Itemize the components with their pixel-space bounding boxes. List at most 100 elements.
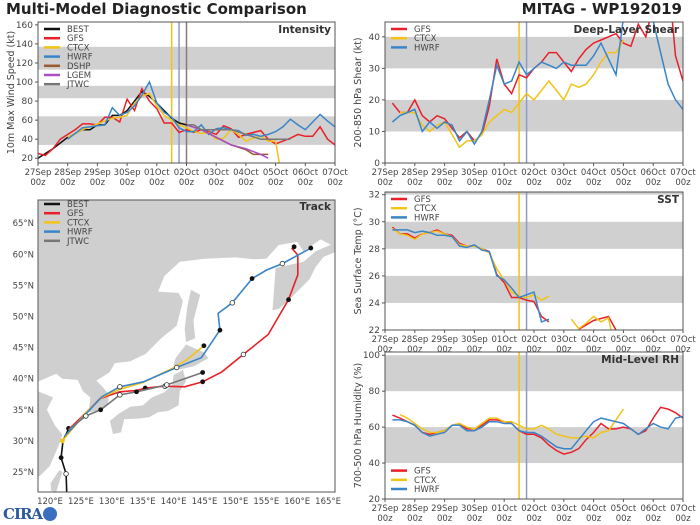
- track-point-open: [117, 384, 123, 390]
- track-point-open: [240, 351, 247, 358]
- lon-label: 130°E: [99, 497, 125, 507]
- x-tick-label: 28Sep 00z: [401, 504, 428, 524]
- lat-label: 25°N: [13, 468, 34, 478]
- legend-label: GFS: [414, 467, 431, 477]
- y-tick-label: 40: [369, 33, 381, 43]
- land-sakhalin: [184, 289, 201, 342]
- track-point-filled: [286, 297, 291, 303]
- legend-label: JTWC: [66, 237, 89, 247]
- lon-label: 150°E: [222, 497, 248, 507]
- track-point-filled: [291, 244, 297, 250]
- lon-label: 120°E: [37, 497, 63, 507]
- legend-label: GFS: [414, 25, 431, 35]
- x-tick-label: 05Oct 00z: [263, 168, 289, 188]
- y-tick-label: 26: [369, 272, 381, 282]
- land-japan: [109, 370, 186, 435]
- y-tick-label: 60: [369, 423, 381, 433]
- y-tick-label: 120: [16, 59, 33, 69]
- x-tick-label: 27Sep 00z: [372, 168, 399, 188]
- x-tick-label: 27Sep 00z: [25, 168, 52, 188]
- legend-label: HWRF: [414, 485, 440, 495]
- track-point-filled: [201, 343, 207, 349]
- y-tick-label: 24: [369, 299, 381, 309]
- lon-label: 125°E: [68, 497, 94, 507]
- x-tick-label: 03Oct 00z: [551, 168, 577, 188]
- y-axis-label: Sea Surface Temp (°C): [353, 207, 364, 314]
- y-tick-label: 100: [16, 78, 33, 88]
- track-point-open: [83, 413, 89, 419]
- legend-label: GFS: [67, 209, 84, 219]
- y-tick-label: 80: [22, 97, 34, 107]
- land-kamchatka: [272, 242, 335, 311]
- x-tick-label: 07Oct 00z: [322, 168, 348, 188]
- lat-label: 65°N: [13, 219, 34, 229]
- legend-label: DSHP: [67, 62, 90, 72]
- lon-label: 155°E: [253, 497, 279, 507]
- series-line-hwrf: [391, 22, 683, 146]
- legend-label: CTCX: [414, 34, 437, 44]
- panel-track: 120°E 125°E 130°E 135°E 140°E 145°E 150°E 155°E…: [13, 199, 341, 507]
- y-tick-label: 100: [363, 351, 380, 361]
- x-tick-label: 29Sep 00z: [431, 504, 458, 524]
- x-tick-label: 28Sep 00z: [54, 168, 81, 188]
- track-point-filled: [249, 276, 255, 281]
- x-tick-label: 02Oct 00z: [521, 504, 547, 524]
- legend-label: CTCX: [67, 43, 90, 53]
- x-tick-label: 05Oct 00z: [611, 504, 637, 524]
- legend-label: LGEM: [67, 71, 91, 81]
- x-tick-label: 06Oct 00z: [640, 504, 666, 524]
- lat-label: 50°N: [13, 313, 34, 323]
- series-line-jtwc: [186, 124, 291, 140]
- lat-label: 30°N: [13, 437, 34, 447]
- track-point-open: [63, 471, 69, 477]
- y-tick-label: 20: [369, 96, 381, 106]
- x-tick-label: 27Sep 00z: [372, 504, 399, 524]
- lon-label: 160°E: [284, 497, 310, 507]
- y-tick-label: 0: [374, 159, 380, 169]
- y-tick-label: 10: [369, 127, 381, 137]
- y-axis-label: 10m Max Wind Speed (kt): [6, 31, 17, 154]
- legend-label: BEST: [67, 200, 90, 210]
- lon-label: 165°E: [315, 497, 341, 507]
- lat-label: 45°N: [13, 344, 34, 354]
- x-tick-label: 06Oct 00z: [293, 168, 319, 188]
- legend-label: CTCX: [414, 476, 437, 486]
- y-tick-label: 22: [369, 326, 380, 336]
- x-tick-label: 30Sep 00z: [114, 168, 141, 188]
- gray-band: [385, 275, 683, 303]
- track-point-open: [164, 382, 170, 388]
- legend-label: GFS: [67, 34, 84, 44]
- legend-label: HWRF: [67, 53, 93, 63]
- storm-title: MITAG - WP192019: [521, 0, 682, 18]
- track-point-open: [173, 364, 180, 371]
- y-tick-label: 80: [369, 387, 381, 397]
- track-point-filled: [58, 455, 64, 461]
- x-tick-label: 27Sep 00z: [372, 335, 399, 355]
- x-tick-label: 07Oct 00z: [670, 335, 696, 355]
- lon-label: 140°E: [161, 497, 187, 507]
- x-tick-label: 28Sep 00z: [401, 335, 428, 355]
- legend-label: CTCX: [414, 204, 437, 214]
- gray-band: [385, 192, 683, 195]
- y-tick-label: 40: [22, 135, 34, 145]
- series-line-ctcx: [67, 92, 281, 163]
- track-point-open: [279, 260, 286, 267]
- y-tick-label: 30: [369, 218, 381, 228]
- gray-band: [385, 36, 683, 69]
- lat-label: 55°N: [13, 281, 34, 291]
- x-tick-label: 29Sep 00z: [431, 335, 458, 355]
- x-tick-label: 03Oct 00z: [551, 335, 577, 355]
- gray-band: [385, 355, 683, 392]
- x-tick-label: 28Sep 00z: [401, 168, 428, 188]
- legend-label: CTCX: [67, 218, 90, 228]
- main-title: Multi-Model Diagnostic Comparison: [6, 0, 307, 18]
- series-line-hwrf: [67, 80, 335, 140]
- x-tick-label: 29Sep 00z: [84, 168, 111, 188]
- track-point-filled: [308, 245, 314, 251]
- cira-logo: CIRA: [3, 505, 58, 523]
- x-tick-label: 04Oct 00z: [233, 168, 259, 188]
- track-point-open: [117, 392, 123, 398]
